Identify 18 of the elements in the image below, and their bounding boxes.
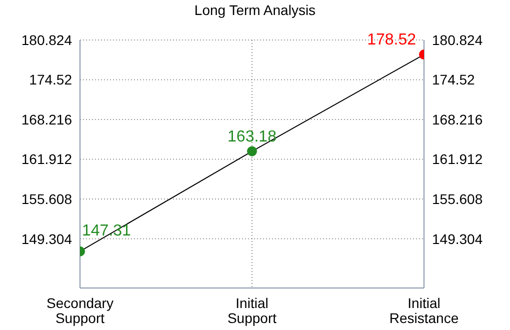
chart-title: Long Term Analysis [193, 2, 317, 18]
x-tick-label: Initial Resistance [389, 295, 459, 326]
y2-tick-label: 161.912 [432, 151, 483, 168]
data-label: 163.18 [228, 128, 277, 146]
y2-tick-label: 180.824 [432, 32, 483, 48]
y-tick-label: 180.824 [21, 32, 72, 48]
y-tick-label: 155.608 [21, 190, 72, 207]
x-tick-label: Initial Support [227, 295, 277, 326]
y-tick-label: 168.216 [21, 111, 72, 128]
x-tick-label: Secondary Support [46, 295, 114, 326]
data-label: 178.52 [367, 32, 416, 49]
y-tick-label: 174.52 [29, 72, 72, 88]
y2-tick-label: 155.608 [432, 190, 483, 207]
y2-tick-label: 149.304 [432, 230, 483, 247]
y-tick-label: 149.304 [21, 230, 72, 247]
y-tick-label: 161.912 [21, 151, 72, 168]
y2-tick-label: 174.52 [432, 72, 476, 88]
y2-tick-label: 168.216 [432, 111, 483, 128]
